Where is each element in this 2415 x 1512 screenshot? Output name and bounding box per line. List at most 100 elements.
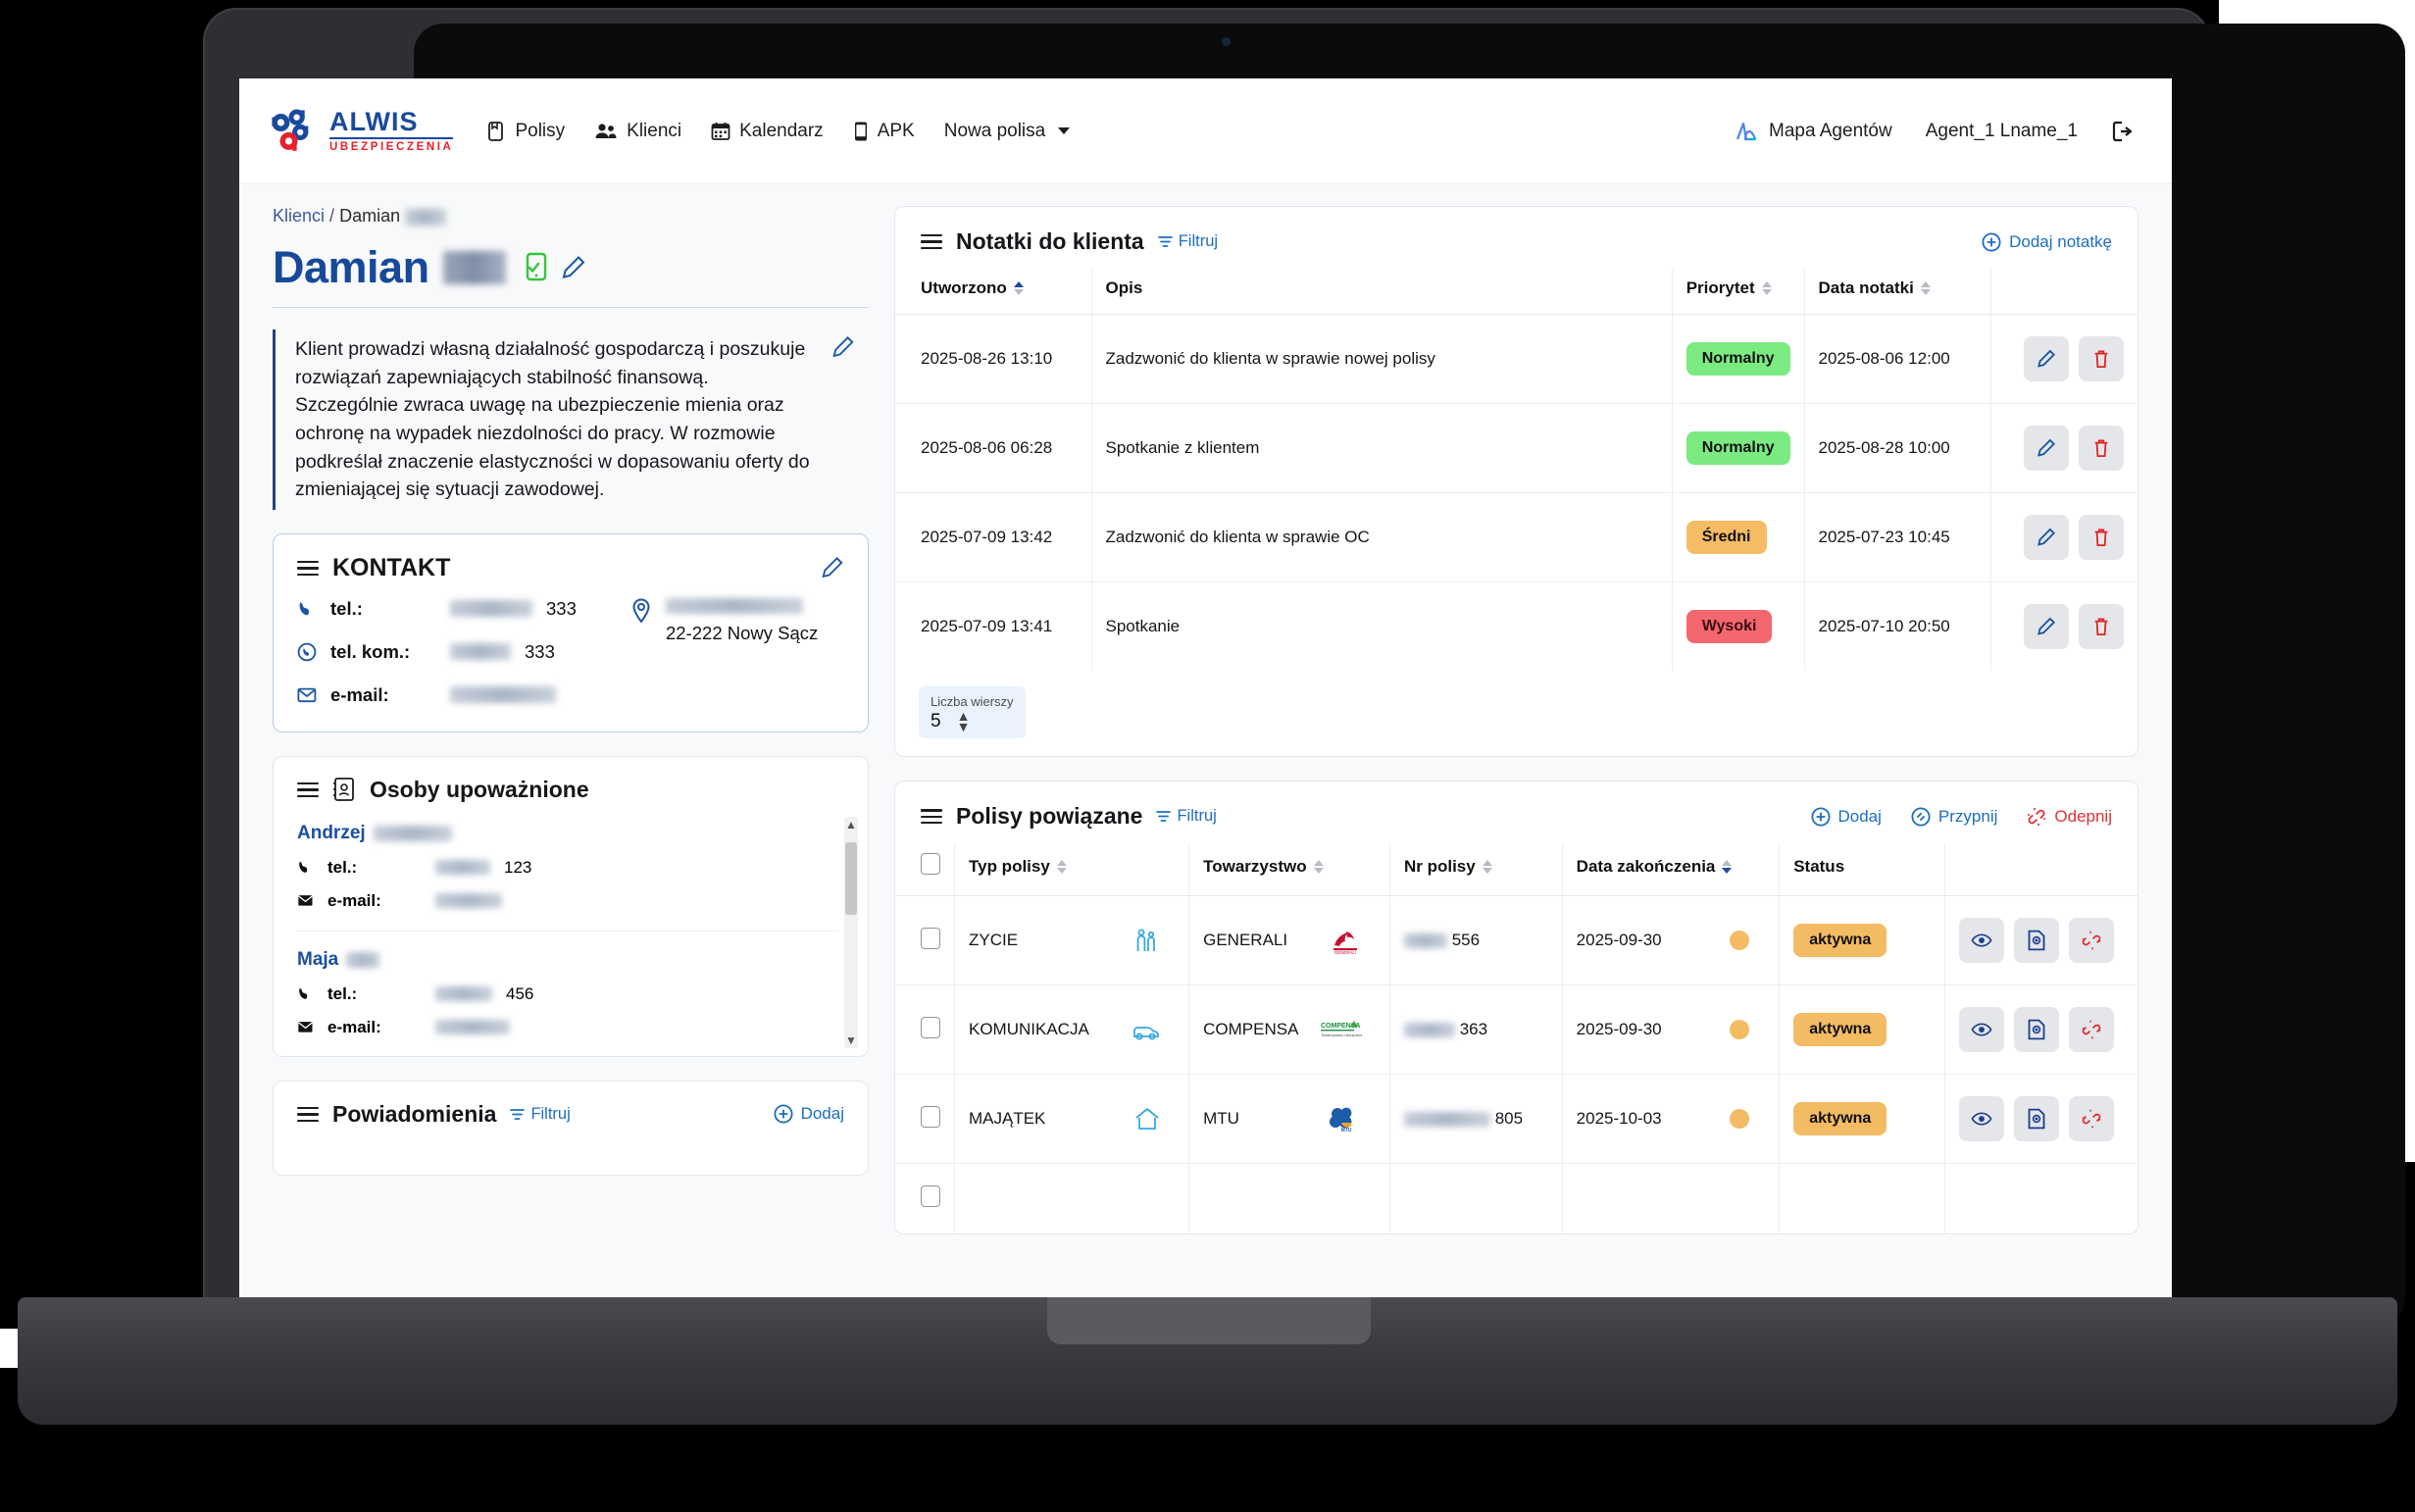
- sort-icon[interactable]: [1313, 859, 1324, 874]
- col-data-notatki[interactable]: Data notatki: [1803, 269, 1990, 315]
- svg-text:GENERALI: GENERALI: [1334, 950, 1356, 955]
- polisy-add-button[interactable]: Dodaj: [1810, 807, 1882, 827]
- scroll-up-icon[interactable]: ▲: [845, 817, 857, 832]
- person-name[interactable]: Andrzej: [297, 823, 838, 844]
- col-select-all[interactable]: [895, 843, 955, 897]
- status-badge: aktywna: [1793, 924, 1887, 958]
- delete-note-button[interactable]: [2079, 604, 2124, 649]
- osoby-scroll-thumb[interactable]: [845, 841, 857, 915]
- cell-towarzystwo-label: COMPENSA: [1203, 1020, 1299, 1039]
- drag-handle-icon[interactable]: [921, 230, 942, 253]
- edit-note-button[interactable]: [2024, 604, 2069, 649]
- edit-note-button[interactable]: [2024, 426, 2069, 471]
- edit-note-button[interactable]: [2024, 515, 2069, 560]
- nav-item-kalendarz[interactable]: Kalendarz: [711, 121, 824, 142]
- sort-icon[interactable]: [1761, 281, 1772, 295]
- rows-per-page-stepper[interactable]: Liczba wierszy 5 ▲ ▼: [919, 686, 1026, 739]
- row-checkbox[interactable]: [921, 927, 940, 949]
- polisy-unpin-button[interactable]: Odepnij: [2027, 807, 2112, 827]
- edit-kontakt-pencil-icon[interactable]: [821, 556, 844, 580]
- col-towarzystwo[interactable]: Towarzystwo: [1188, 843, 1390, 897]
- edit-description-pencil-icon[interactable]: [831, 335, 855, 359]
- person-tel-label: tel.:: [327, 857, 358, 877]
- sort-icon[interactable]: [1056, 859, 1067, 874]
- cell-select[interactable]: [895, 895, 955, 986]
- col-nr-polisy[interactable]: Nr polisy: [1388, 843, 1563, 897]
- drag-handle-icon[interactable]: [297, 557, 319, 580]
- view-policy-button[interactable]: [1959, 918, 2004, 964]
- edit-note-button[interactable]: [2024, 336, 2069, 381]
- stepper-arrows[interactable]: ▲ ▼: [956, 708, 971, 735]
- edit-name-pencil-icon[interactable]: [561, 255, 586, 280]
- phone-verified-icon[interactable]: [520, 252, 547, 283]
- cell-select[interactable]: [895, 1074, 955, 1165]
- polisy-filter-button[interactable]: Filtruj: [1156, 807, 1217, 826]
- left-column: Klienci / Damian Damian: [273, 206, 869, 1235]
- preview-document-button[interactable]: [2014, 1007, 2059, 1053]
- sort-icon[interactable]: [1013, 281, 1024, 295]
- cell-actions: [1944, 895, 2138, 986]
- kontakt-tel-redacted: [450, 600, 532, 618]
- delete-note-button[interactable]: [2079, 426, 2124, 471]
- row-checkbox[interactable]: [921, 1105, 940, 1128]
- eye-icon: [1971, 1112, 1992, 1126]
- table-row-partial: [895, 1163, 2138, 1235]
- row-checkbox[interactable]: [921, 1185, 940, 1208]
- notatki-filter-button[interactable]: Filtruj: [1157, 232, 1219, 251]
- drag-handle-icon[interactable]: [297, 1103, 319, 1126]
- mobile-icon: [854, 122, 867, 140]
- drag-handle-icon[interactable]: [297, 779, 319, 801]
- cell-select[interactable]: [895, 984, 955, 1076]
- scroll-down-icon[interactable]: ▼: [845, 1033, 857, 1047]
- preview-document-button[interactable]: [2014, 1096, 2059, 1142]
- powiadomienia-add-button[interactable]: Dodaj: [774, 1104, 844, 1124]
- notatki-add-button[interactable]: Dodaj notatkę: [1982, 232, 2112, 252]
- cell-select[interactable]: [895, 1164, 955, 1235]
- agent-name[interactable]: Agent_1 Lname_1: [1925, 120, 2078, 141]
- stepper-up-icon[interactable]: ▲: [956, 708, 971, 724]
- logout-icon[interactable]: [2111, 120, 2137, 143]
- page-content: Klienci / Damian Damian: [239, 184, 2172, 1235]
- unlink-policy-button[interactable]: [2069, 1007, 2114, 1053]
- sort-icon[interactable]: [1722, 859, 1733, 874]
- col-utworzono[interactable]: Utworzono: [895, 269, 1091, 315]
- rows-per-page-value[interactable]: 5: [931, 711, 941, 732]
- unlink-policy-button[interactable]: [2069, 918, 2114, 964]
- cell-data: 2025-07-23 10:45: [1803, 492, 1990, 582]
- preview-document-button[interactable]: [2014, 918, 2059, 964]
- kontakt-mobile-redacted: [450, 643, 511, 661]
- delete-note-button[interactable]: [2079, 336, 2124, 381]
- delete-note-button[interactable]: [2079, 515, 2124, 560]
- view-policy-button[interactable]: [1959, 1096, 2004, 1142]
- row-checkbox[interactable]: [921, 1016, 940, 1038]
- powiadomienia-header: Powiadomienia Filtruj: [274, 1082, 868, 1147]
- unlink-policy-button[interactable]: [2069, 1096, 2114, 1142]
- select-all-checkbox[interactable]: [921, 853, 940, 876]
- polisy-header: Polisy powiązane Filtruj: [895, 781, 2138, 843]
- col-data-zakonczenia[interactable]: Data zakończenia: [1561, 843, 1780, 897]
- nav-item-nowa-polisa[interactable]: Nowa polisa: [944, 121, 1071, 142]
- sort-icon[interactable]: [1482, 859, 1492, 874]
- main-nav: Polisy Klienci: [486, 121, 1071, 142]
- stepper-down-icon[interactable]: ▼: [956, 719, 971, 735]
- notatki-header: Notatki do klienta Filtruj: [895, 207, 2138, 269]
- nav-item-polisy[interactable]: Polisy: [486, 121, 565, 142]
- trash-icon: [2094, 350, 2108, 368]
- col-typ-polisy[interactable]: Typ polisy: [953, 843, 1189, 897]
- breadcrumb-klienci[interactable]: Klienci: [273, 206, 326, 226]
- polisy-pin-button[interactable]: Przypnij: [1911, 807, 1997, 827]
- powiadomienia-add-label: Dodaj: [800, 1104, 844, 1124]
- col-priorytet[interactable]: Priorytet: [1671, 269, 1804, 315]
- view-policy-button[interactable]: [1959, 1007, 2004, 1053]
- svg-text:MTU: MTU: [1341, 1128, 1352, 1134]
- mapa-agentow-link[interactable]: Mapa Agentów: [1730, 120, 1892, 143]
- nav-item-klienci[interactable]: Klienci: [594, 121, 681, 142]
- breadcrumb-lastname-redacted: [405, 208, 447, 226]
- person-name[interactable]: Maja: [297, 949, 838, 971]
- notatki-filter-label: Filtruj: [1178, 232, 1219, 250]
- drag-handle-icon[interactable]: [921, 805, 942, 828]
- alwis-logo[interactable]: ALWIS UBEZPIECZENIA: [267, 105, 454, 158]
- powiadomienia-filter-button[interactable]: Filtruj: [510, 1105, 571, 1124]
- sort-icon[interactable]: [1920, 281, 1931, 295]
- nav-item-apk[interactable]: APK: [853, 121, 915, 142]
